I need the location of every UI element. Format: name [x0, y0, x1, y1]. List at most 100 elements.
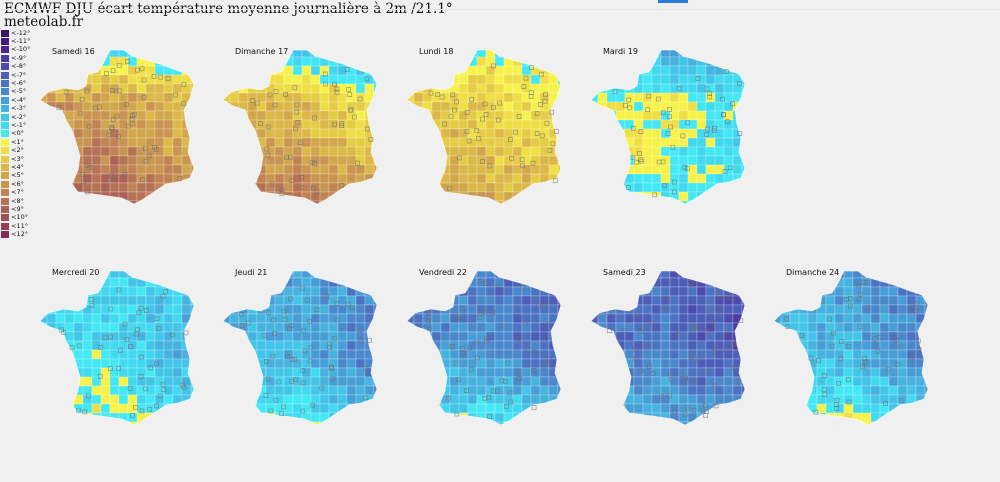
map-cell: [924, 349, 928, 360]
map-cell: [696, 358, 707, 369]
map-cell: [642, 155, 653, 166]
map-cell: [413, 92, 424, 103]
map-cell: [924, 277, 928, 288]
map-cell: [310, 200, 321, 204]
map-cell: [292, 50, 303, 58]
map-cell: [798, 412, 809, 423]
map-cell: [136, 394, 147, 405]
map-cell: [503, 322, 514, 333]
map-cell: [256, 65, 267, 76]
map-cell: [774, 286, 782, 297]
map-cell: [40, 74, 48, 85]
station-marker: [69, 345, 75, 351]
map-cell: [310, 65, 321, 76]
map-cell: [494, 331, 505, 342]
station-marker: [498, 323, 504, 328]
map-cell: [512, 74, 523, 85]
legend-entry: <11°: [1, 222, 30, 230]
station-marker: [56, 105, 62, 111]
map-cell: [440, 128, 451, 139]
map-cell: [319, 119, 330, 130]
map-cell: [154, 101, 165, 112]
map-cell: [413, 137, 424, 148]
map-cell: [789, 376, 800, 387]
map-cell: [591, 331, 599, 342]
map-cell: [642, 376, 653, 387]
map-cell: [870, 358, 881, 369]
map-cell: [301, 146, 312, 157]
station-marker: [490, 310, 496, 315]
map-cell: [633, 394, 644, 405]
map-cell: [55, 349, 66, 360]
station-marker: [723, 69, 729, 74]
map-cell: [91, 367, 102, 378]
map-cell: [265, 92, 276, 103]
map-cell: [145, 119, 156, 130]
map-cell: [476, 376, 487, 387]
map-cell: [91, 277, 102, 288]
map-cell: [223, 146, 231, 157]
map-cell: [118, 50, 129, 58]
station-marker: [312, 115, 318, 121]
map-cell: [714, 173, 725, 184]
map-cell: [503, 146, 514, 157]
map-cell: [238, 56, 249, 67]
map-cell: [256, 191, 267, 202]
map-cell: [521, 110, 532, 121]
map-cell: [55, 92, 66, 103]
map-cell: [521, 331, 532, 342]
station-marker: [289, 378, 295, 384]
station-marker: [264, 146, 270, 152]
map-cell: [154, 92, 165, 103]
station-marker: [730, 341, 736, 347]
map-cell: [843, 286, 854, 297]
map-cell: [879, 358, 890, 369]
station-marker: [300, 408, 306, 414]
map-cell: [82, 182, 93, 193]
map-cell: [431, 421, 442, 425]
map-cell: [651, 412, 662, 423]
map-cell: [834, 421, 845, 425]
map-cell: [714, 277, 725, 288]
legend-swatch: [1, 147, 9, 155]
map-cell: [265, 322, 276, 333]
map-cell: [431, 128, 442, 139]
station-marker: [152, 145, 157, 150]
map-cell: [624, 349, 635, 360]
map-cell: [247, 65, 258, 76]
map-cell: [789, 358, 800, 369]
station-marker: [856, 283, 862, 289]
map-cell: [100, 74, 111, 85]
map-cell: [82, 200, 93, 204]
map-cell: [597, 191, 608, 202]
station-marker: [821, 387, 827, 392]
map-cell: [407, 304, 415, 315]
map-cell: [422, 277, 433, 288]
map-cell: [705, 191, 716, 202]
map-cell: [485, 182, 496, 193]
station-marker: [102, 335, 108, 341]
station-marker: [505, 360, 511, 366]
map-cell: [651, 137, 662, 148]
station-marker: [312, 161, 318, 167]
map-cell: [127, 394, 138, 405]
station-marker: [785, 324, 791, 329]
station-marker: [460, 351, 466, 356]
map-cell: [780, 349, 791, 360]
map-cell: [530, 137, 541, 148]
map-cell: [118, 376, 129, 387]
map-cell: [651, 110, 662, 121]
map-cell: [422, 349, 433, 360]
map-cell: [422, 358, 433, 369]
map-cell: [591, 74, 599, 85]
map-cell: [906, 367, 917, 378]
map-cell: [283, 358, 294, 369]
map-cell: [346, 295, 357, 306]
map-cell: [669, 286, 680, 297]
map-cell: [624, 412, 635, 423]
map-cell: [732, 92, 743, 103]
map-cell: [127, 146, 138, 157]
map-cell: [548, 385, 559, 396]
map-cell: [879, 271, 890, 279]
map-cell: [355, 331, 366, 342]
